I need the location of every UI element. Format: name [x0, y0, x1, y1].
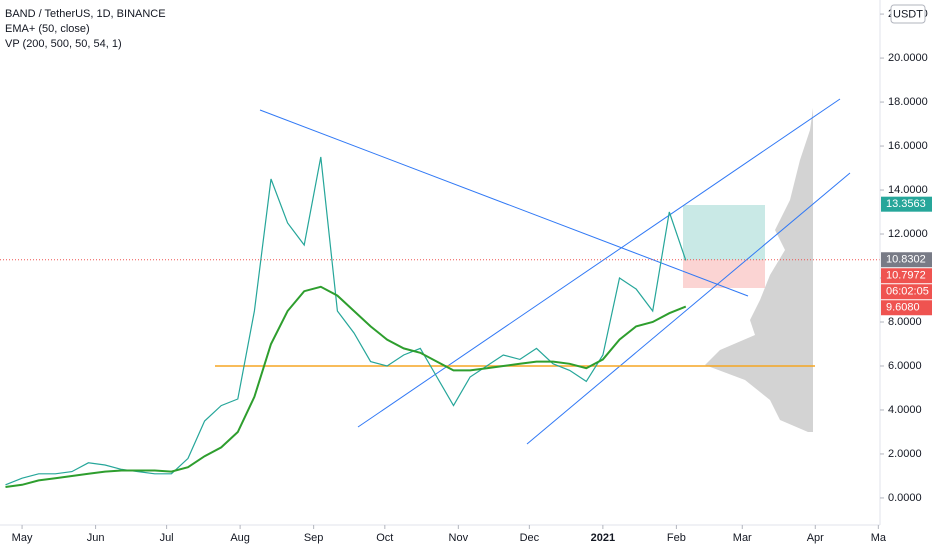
x-tick-label: May: [12, 532, 33, 544]
price-label: 9.6080: [886, 302, 920, 314]
volume-profile: [705, 108, 813, 432]
stop-zone: [683, 260, 765, 288]
chart-title: BAND / TetherUS, 1D, BINANCE: [5, 8, 166, 20]
x-tick-label: Aug: [230, 532, 250, 544]
indicator-label: VP (200, 500, 50, 54, 1): [5, 38, 122, 50]
plot: [0, 156, 880, 488]
series-line: [5, 156, 687, 486]
x-tick-label: Jul: [160, 532, 174, 544]
price-label: 10.7972: [886, 270, 926, 282]
y-tick-label: 20.0000: [888, 52, 928, 64]
channel-line: [357, 98, 841, 428]
y-tick-label: 8.0000: [888, 316, 922, 328]
price-label: 13.3563: [886, 198, 926, 210]
price-label-box: [881, 252, 932, 268]
series-line: [5, 285, 687, 488]
currency: USDT: [893, 8, 923, 20]
y-tick-label: 2.0000: [888, 448, 922, 460]
channel-line: [526, 172, 851, 445]
y-tick-label: 18.0000: [888, 96, 928, 108]
y-tick-label: 0.0000: [888, 492, 922, 504]
price-label-box: [881, 268, 932, 284]
y-tick-label: 16.0000: [888, 140, 928, 152]
x-tick-label: Ma: [871, 532, 887, 544]
trend-line: [259, 109, 749, 297]
axes: 0.00002.00004.00006.00008.000010.000012.…: [12, 8, 932, 544]
x-tick-label: Feb: [667, 532, 686, 544]
x-tick-label: Mar: [733, 532, 752, 544]
currency-box: [890, 4, 926, 24]
x-tick-label: Apr: [807, 532, 824, 544]
y-tick-label: 14.0000: [888, 184, 928, 196]
x-tick-label: Sep: [304, 532, 324, 544]
y-tick-label: 4.0000: [888, 404, 922, 416]
x-tick-label: 2021: [591, 532, 615, 544]
target-zone: [683, 205, 765, 260]
price-label-box: [881, 196, 932, 212]
x-tick-label: Oct: [376, 532, 393, 544]
price-label-box: [881, 300, 932, 316]
price-label: 06:02:05: [886, 286, 929, 298]
y-tick-label: 12.0000: [888, 228, 928, 240]
x-tick-label: Nov: [449, 532, 469, 544]
x-tick-label: Jun: [87, 532, 105, 544]
x-tick-label: Dec: [520, 532, 540, 544]
y-tick-label: 6.0000: [888, 360, 922, 372]
indicator-label: EMA+ (50, close): [5, 23, 90, 35]
price-label-box: [881, 284, 932, 300]
price-label: 10.8302: [886, 254, 926, 266]
